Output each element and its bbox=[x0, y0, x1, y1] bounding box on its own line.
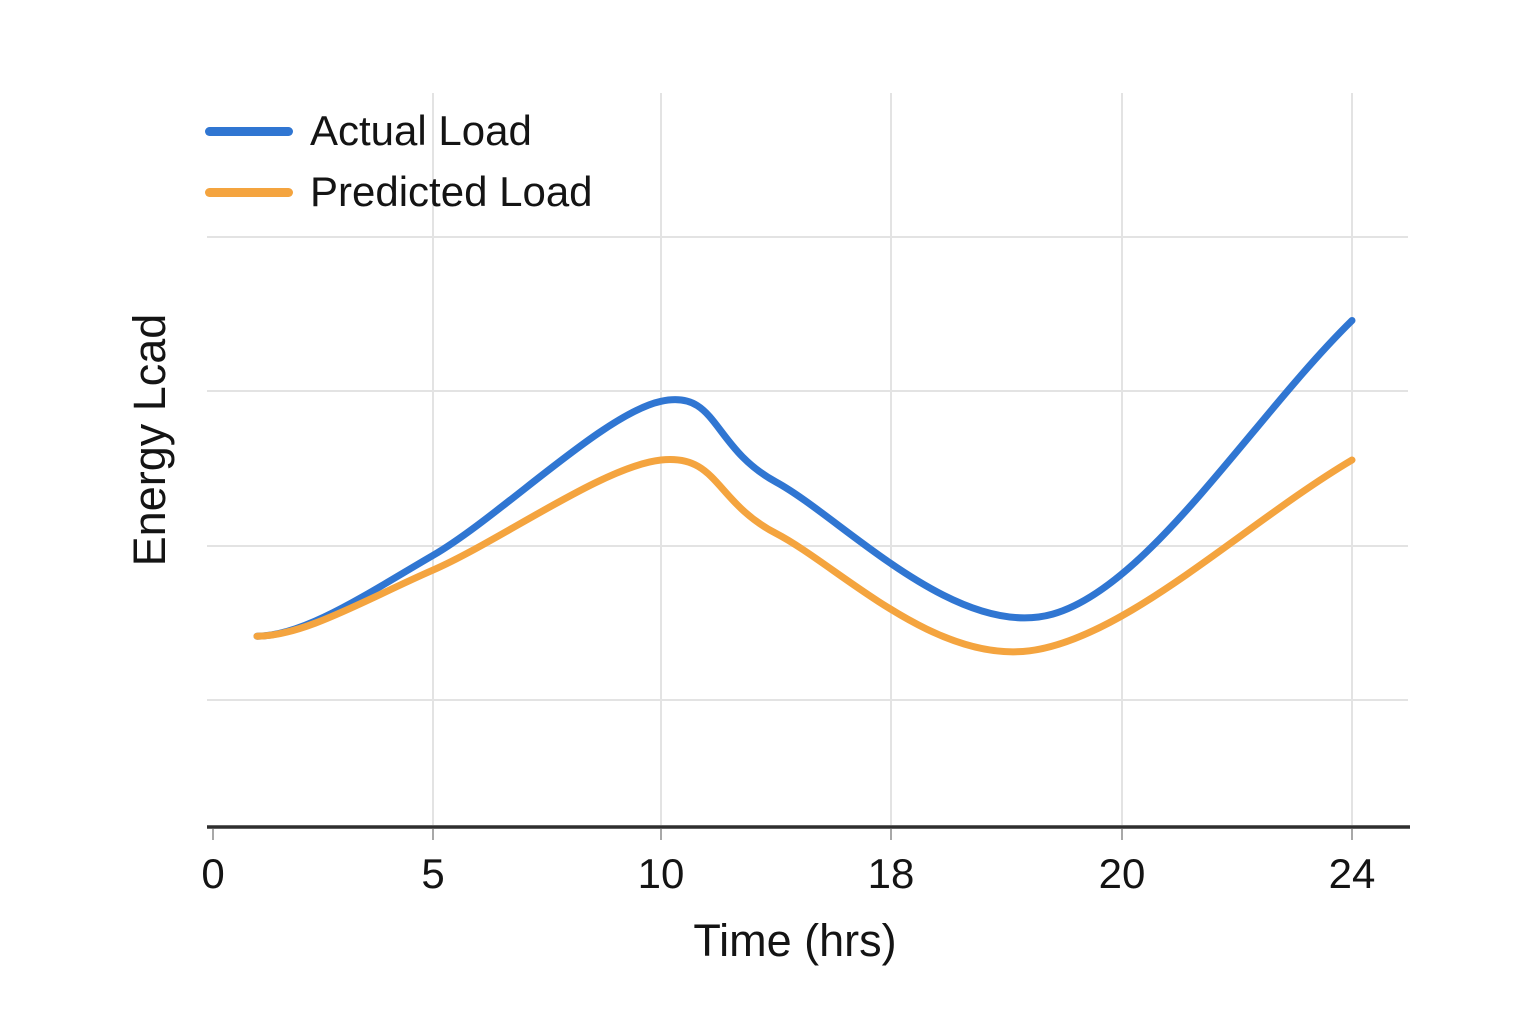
x-tick-5: 5 bbox=[421, 850, 445, 897]
series-line-predicted-load bbox=[253, 455, 1356, 656]
actual-load-swatch-icon bbox=[205, 126, 293, 136]
legend-label: Predicted Load bbox=[310, 168, 593, 215]
y-axis-title: Energy Lcad bbox=[124, 313, 175, 567]
legend-label: Actual Load bbox=[310, 107, 532, 154]
predicted-load-swatch-icon bbox=[205, 187, 293, 197]
series-line-actual-load bbox=[253, 317, 1356, 640]
x-tick-20: 20 bbox=[1098, 850, 1146, 897]
x-tick-0: 0 bbox=[201, 850, 225, 897]
legend-entry-actual-load: Actual Load bbox=[205, 104, 532, 158]
x-axis-title: Time (hrs) bbox=[693, 915, 897, 966]
legend-entry-predicted-load: Predicted Load bbox=[205, 165, 593, 219]
x-tick-18: 18 bbox=[867, 850, 915, 897]
x-tick-10: 10 bbox=[637, 850, 685, 897]
x-tick-24: 24 bbox=[1328, 850, 1376, 897]
